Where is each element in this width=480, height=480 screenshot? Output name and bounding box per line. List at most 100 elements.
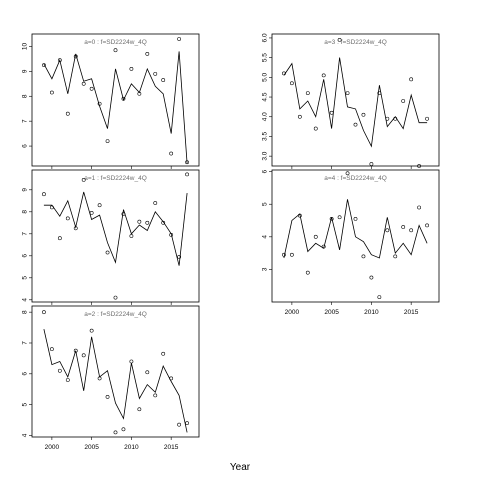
x-axis-title: Year	[230, 462, 251, 473]
x-tick-label: 2005	[84, 444, 99, 451]
y-tick-label: 3.5	[262, 132, 269, 141]
data-point	[153, 393, 158, 398]
data-point	[137, 219, 142, 224]
data-point	[329, 110, 334, 115]
y-tick-label: 6	[262, 169, 269, 173]
data-point	[177, 254, 182, 259]
data-point	[145, 370, 150, 375]
data-point	[409, 228, 414, 233]
data-point	[393, 254, 398, 259]
x-tick-label: 2015	[404, 309, 419, 316]
y-tick-label: 7	[22, 232, 29, 236]
data-point	[121, 427, 126, 432]
data-point	[65, 378, 70, 382]
data-point	[105, 139, 110, 143]
data-point	[97, 203, 102, 208]
panel-title: a=1 : f=SD2224w_4Q	[84, 175, 147, 182]
series-line	[43, 191, 188, 266]
y-tick-label: 4	[22, 433, 29, 437]
data-point	[425, 223, 429, 228]
data-point	[81, 353, 86, 358]
series-line	[283, 57, 428, 148]
y-tick-label: 8	[22, 94, 29, 98]
y-tick-label: 6	[22, 254, 29, 258]
x-tick-label: 2010	[364, 309, 379, 316]
panel-frame	[31, 33, 200, 167]
data-point	[305, 270, 310, 275]
series-line	[43, 51, 188, 164]
data-point	[361, 254, 366, 259]
data-point	[145, 220, 150, 225]
data-point	[353, 216, 358, 221]
data-point	[417, 205, 422, 210]
y-tick-label: 3.0	[262, 151, 269, 160]
y-tick-label: 5.0	[262, 72, 269, 81]
x-tick-label: 2010	[124, 444, 139, 451]
y-tick-label: 4.5	[262, 92, 269, 101]
y-tick-label: 8	[22, 310, 29, 314]
data-point	[401, 99, 406, 103]
panel-frame	[31, 169, 200, 303]
data-point	[81, 81, 86, 86]
data-point	[137, 407, 142, 412]
data-point	[289, 81, 294, 86]
data-point	[49, 347, 54, 352]
data-point	[113, 430, 118, 435]
data-point	[145, 52, 150, 56]
panel-frame	[31, 305, 200, 438]
data-point	[89, 328, 94, 333]
x-tick-label: 2015	[164, 444, 179, 451]
data-point	[353, 122, 358, 127]
panel-3: a=3 : f=SD2224w_4Q 3.0 3.5 4.0 4.5 5.0 5.5 6.0	[262, 33, 440, 169]
data-point	[337, 38, 342, 42]
data-point	[313, 234, 318, 239]
data-point	[377, 295, 382, 300]
data-point	[409, 77, 414, 82]
data-point	[321, 73, 326, 78]
panel-title: a=4 : f=SD2224w_4Q	[324, 175, 387, 182]
y-tick-label: 9	[22, 69, 29, 73]
data-point	[153, 201, 158, 205]
data-point	[81, 177, 86, 182]
data-point	[369, 275, 374, 280]
data-point	[65, 216, 70, 221]
y-tick-label: 5.5	[262, 53, 269, 62]
y-tick-label: 5	[262, 202, 269, 206]
data-point	[305, 91, 310, 96]
data-point	[289, 252, 294, 257]
y-tick-label: 3	[262, 267, 269, 271]
data-point	[42, 192, 46, 197]
y-tick-label: 4.0	[262, 112, 269, 121]
data-point	[113, 48, 118, 53]
data-point	[129, 234, 134, 238]
data-point	[113, 295, 118, 300]
x-tick-label: 2000	[285, 309, 300, 316]
data-point	[177, 37, 182, 41]
data-point	[177, 422, 182, 427]
series-line	[283, 199, 428, 259]
panel-title: a=0 : f=SD2224w_4Q	[84, 39, 147, 46]
y-tick-label: 6.0	[262, 33, 269, 42]
data-point	[345, 171, 350, 176]
x-tick-label: 2005	[324, 309, 339, 316]
y-tick-label: 6	[22, 372, 29, 376]
panel-title: a=2 : f=SD2224w_4Q	[84, 311, 147, 318]
y-tick-label: 4	[262, 235, 269, 239]
data-point	[417, 164, 422, 168]
data-point	[129, 66, 134, 71]
panel-title: a=3 : f=SD2224w_4Q	[324, 39, 387, 46]
data-point	[49, 90, 54, 95]
panel-frame	[271, 169, 440, 303]
data-point	[42, 63, 46, 68]
series-line	[43, 329, 188, 433]
y-tick-label: 10	[22, 42, 29, 50]
data-point	[89, 210, 94, 215]
data-point	[129, 359, 134, 364]
y-tick-label: 4	[22, 298, 29, 302]
data-point	[161, 351, 166, 356]
data-point	[57, 368, 62, 373]
panel-1: a=1 : f=SD2224w_4Q 4 5 6 7 8 9	[22, 169, 200, 305]
data-point	[105, 395, 110, 399]
